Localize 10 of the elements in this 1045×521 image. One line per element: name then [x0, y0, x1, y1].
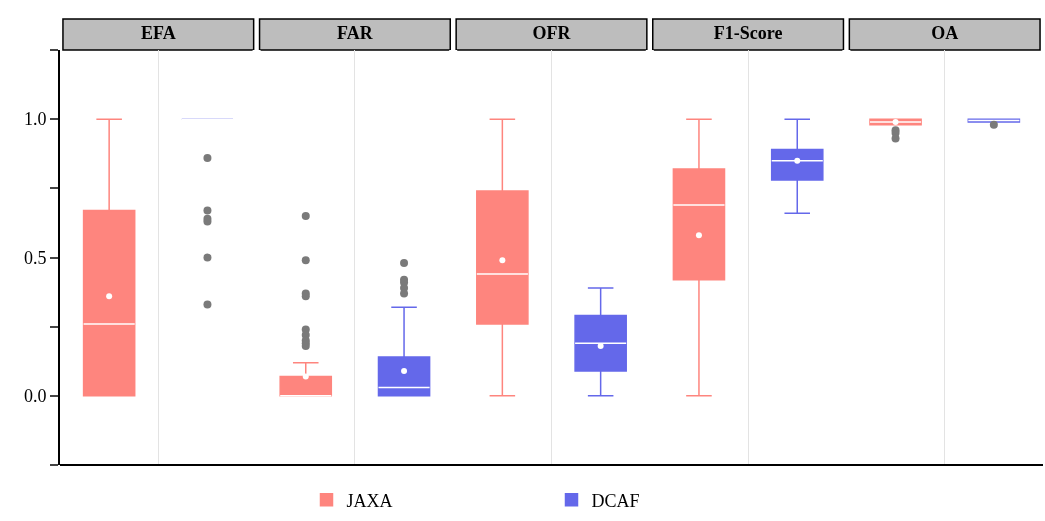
y-tick-label: 1.0	[23, 109, 47, 130]
y-tick-label: 0.5	[23, 247, 47, 268]
legend-label: DCAF	[591, 490, 640, 511]
x-tick-label: EFA	[140, 23, 176, 44]
y-tick-label: 0.0	[23, 386, 47, 407]
x-tick-label: OFR	[532, 23, 572, 44]
legend-label: JAXA	[346, 490, 393, 511]
x-tick-label: F1-Score	[713, 23, 783, 44]
x-tick-label: OA	[931, 23, 959, 44]
x-tick-label: FAR	[337, 23, 374, 44]
